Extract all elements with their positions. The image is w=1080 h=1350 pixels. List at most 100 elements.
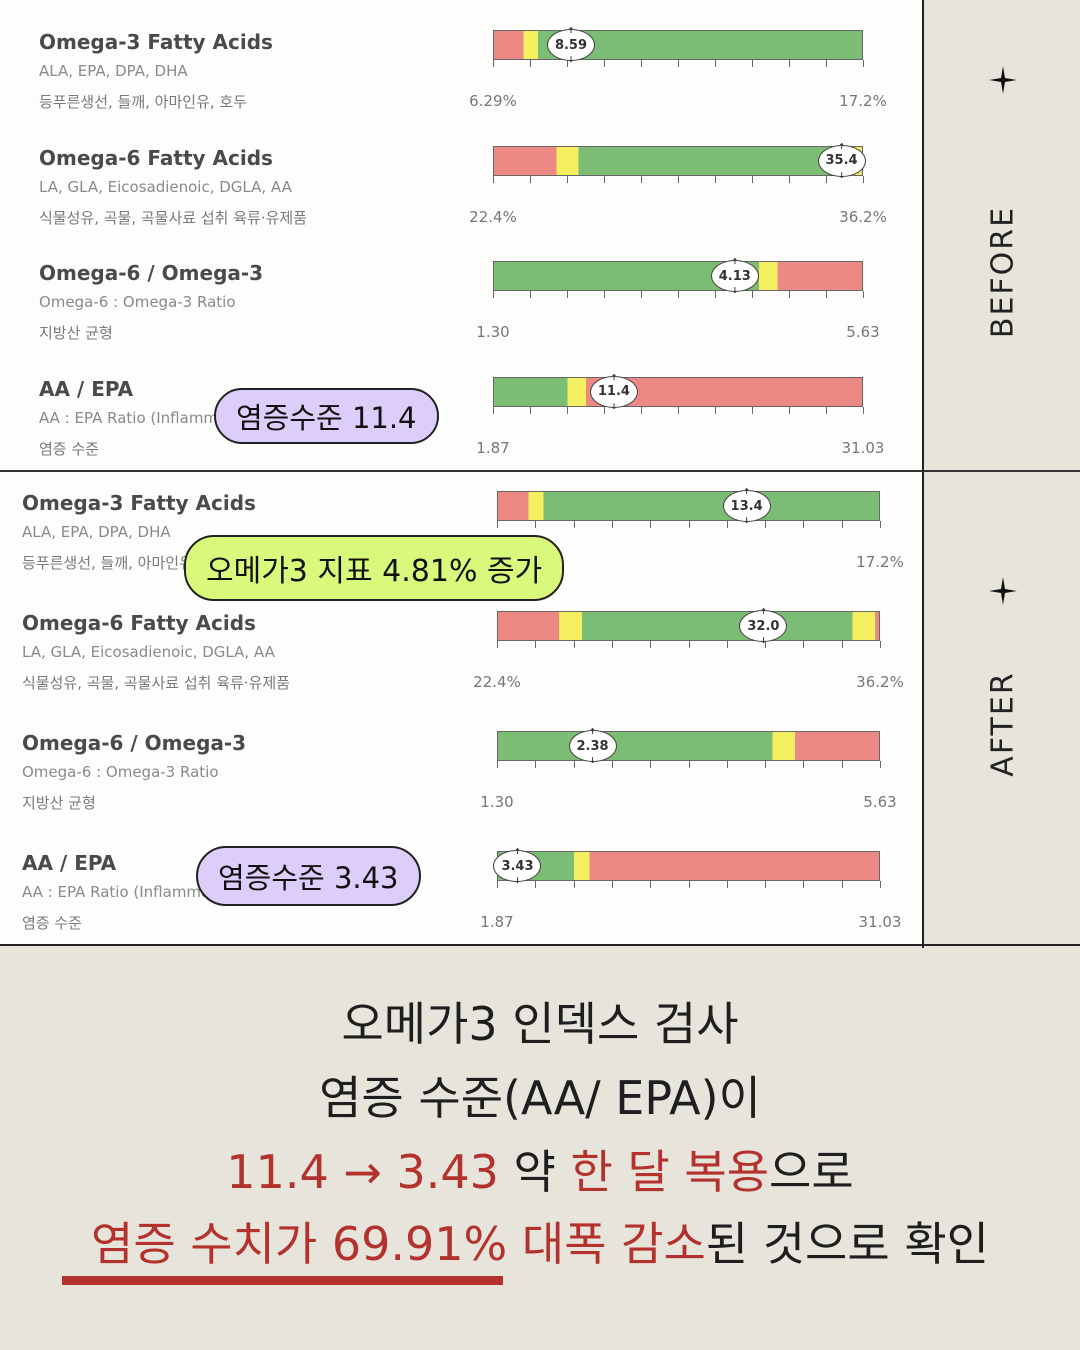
- scale-tick: [493, 406, 494, 414]
- scale-tick: [688, 881, 690, 888]
- scale-tick: [726, 761, 728, 768]
- scale-tick: [535, 881, 537, 888]
- marker-label: 8.59: [554, 37, 588, 53]
- scale-tick: [841, 761, 843, 768]
- scale-tick: [530, 291, 531, 298]
- scale-tick: [535, 761, 537, 768]
- scale-tick: [863, 175, 864, 183]
- scale-tick: [535, 521, 537, 528]
- value-marker: 11.4: [589, 373, 638, 411]
- value-marker: 2.38: [568, 727, 617, 765]
- scale-tick: [765, 881, 767, 888]
- scale-tick: [789, 175, 790, 183]
- range-min: 22.4%: [469, 207, 517, 226]
- value-marker: 3.43: [493, 847, 542, 885]
- scale-tick: [497, 521, 498, 528]
- caption-text: 약: [498, 1145, 571, 1199]
- row-description: 지방산 균형: [39, 324, 113, 342]
- star-icon: [989, 66, 1017, 94]
- range-max: 17.2%: [856, 553, 904, 571]
- scale-tick: [611, 881, 613, 888]
- range-bar: [497, 851, 880, 881]
- scale-tick: [789, 406, 790, 414]
- range-max: 31.03: [841, 438, 885, 457]
- range-max: 31.03: [858, 913, 902, 931]
- value-marker: 35.4: [817, 142, 866, 180]
- marker-label: 13.4: [730, 498, 763, 514]
- marker-label: 4.13: [718, 268, 751, 284]
- scale-tick: [530, 60, 531, 67]
- scale-tick: [765, 761, 767, 768]
- marker-label: 32.0: [747, 618, 780, 634]
- row-description: 식물성유, 곡물, 곡물사료 섭취 육류·유제품: [22, 674, 290, 692]
- row-subtitle: ALA, EPA, DPA, DHA: [39, 62, 188, 80]
- row-description: 등푸른생선, 들깨, 아마인유, 호두: [22, 554, 231, 572]
- row-subtitle: Omega-6 : Omega-3 Ratio: [39, 293, 236, 311]
- scale-tick: [752, 175, 753, 183]
- row-description: 염증 수준: [22, 914, 82, 932]
- scale-tick: [880, 641, 881, 648]
- value-marker: 8.59: [547, 26, 595, 64]
- caption-text: 된 것으로 확인: [705, 1217, 989, 1271]
- caption-text: 으로: [769, 1145, 854, 1199]
- row-subtitle: LA, GLA, Eicosadienoic, DGLA, AA: [22, 643, 275, 661]
- range-max: 17.2%: [839, 92, 887, 110]
- range-bar: [497, 731, 880, 761]
- scale-tick: [803, 761, 805, 768]
- caption-highlight: 염증 수치가 69.91% 대폭 감소: [91, 1217, 706, 1271]
- caption-line: 11.4 → 3.43 약 한 달 복용으로: [0, 1136, 1080, 1202]
- divider: [0, 470, 1080, 472]
- scale-tick: [650, 641, 652, 648]
- row-title: Omega-6 / Omega-3: [22, 731, 247, 755]
- range-bar: [493, 145, 863, 176]
- scale-tick: [841, 881, 843, 888]
- row-title: AA / EPA: [22, 851, 117, 875]
- callout: 염증수준 3.43: [196, 846, 421, 906]
- scale-tick: [497, 641, 498, 648]
- scale-tick: [493, 175, 494, 183]
- scale-tick: [752, 60, 753, 67]
- scale-tick: [880, 761, 881, 768]
- scale-tick: [493, 291, 494, 298]
- scale-tick: [826, 60, 827, 67]
- scale-tick: [604, 175, 605, 183]
- value-marker: 32.0: [739, 607, 788, 645]
- row-description: 식물성유, 곡물, 곡물사료 섭취 육류·유제품: [39, 208, 307, 227]
- row-subtitle: AA : EPA Ratio (Inflammation): [39, 408, 262, 427]
- scale-tick: [726, 881, 728, 888]
- divider: [0, 944, 1080, 946]
- marker-label: 11.4: [597, 384, 630, 399]
- caption-highlight: 11.4 → 3.43: [226, 1145, 499, 1199]
- scale-tick: [604, 291, 605, 298]
- caption-line: 염증 수준(AA/ EPA)이: [319, 1071, 761, 1125]
- scale-tick: [688, 521, 690, 528]
- range-max: 5.63: [863, 793, 897, 811]
- marker-label: 2.38: [576, 738, 609, 754]
- scale-tick: [567, 175, 568, 183]
- scale-tick: [726, 521, 728, 528]
- scale-tick: [530, 406, 531, 414]
- scale-tick: [803, 521, 805, 528]
- row-subtitle: AA : EPA Ratio (Inflammation): [22, 883, 245, 901]
- row-title: Omega-3 Fatty Acids: [22, 491, 256, 515]
- scale-tick: [650, 881, 652, 888]
- scale-tick: [650, 521, 652, 528]
- scale-tick: [604, 60, 605, 67]
- callout: 오메가3 지표 4.81% 증가: [184, 535, 565, 601]
- scale-tick: [573, 881, 575, 888]
- scale-tick: [841, 521, 843, 528]
- scale-tick: [863, 291, 864, 298]
- scale-tick: [573, 521, 575, 528]
- scale-tick: [604, 406, 605, 414]
- side-label: AFTER: [985, 671, 1021, 777]
- scale-tick: [726, 641, 728, 648]
- range-bar: [497, 611, 880, 641]
- scale-tick: [789, 291, 790, 298]
- range-bar: [493, 376, 863, 407]
- scale-tick: [573, 761, 575, 768]
- scale-tick: [715, 175, 716, 183]
- range-min: 1.87: [480, 913, 514, 931]
- scale-tick: [678, 291, 679, 298]
- scale-tick: [715, 406, 716, 414]
